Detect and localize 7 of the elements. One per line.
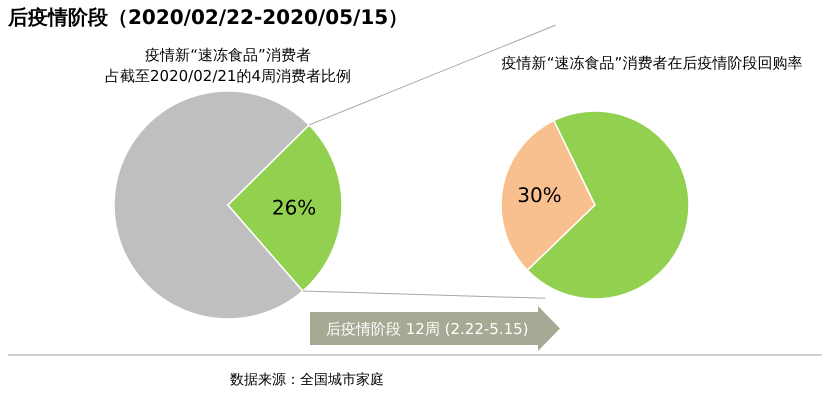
data-label: 26% — [272, 196, 316, 220]
chart-title: 疫情新“速冻食品”消费者在后疫情阶段回购率 — [502, 54, 802, 72]
text: 后疫情阶段 12周 (2.22-5.15) — [326, 320, 529, 338]
data-label: 30% — [517, 183, 562, 208]
chart-title: 后疫情阶段（2020/02/22-2020/05/15） — [7, 5, 408, 29]
chart-subtitle: 疫情新“速冻食品”消费者占截至2020/02/21的4周消费者比例 — [105, 46, 351, 85]
source-note: 数据来源：全国城市家庭 — [230, 372, 384, 388]
